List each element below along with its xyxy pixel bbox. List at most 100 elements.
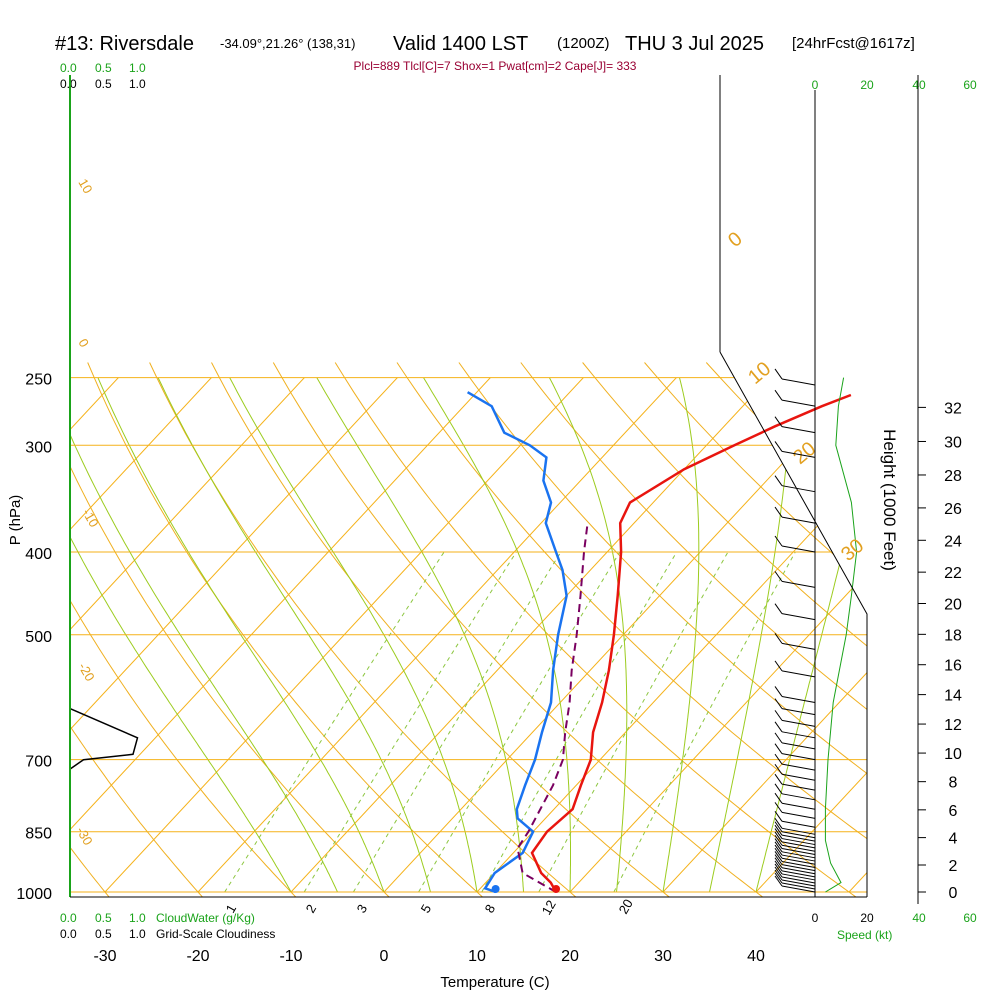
moist-adiabat-line xyxy=(70,377,292,893)
wind-barb-staff xyxy=(781,753,816,761)
wind-barb-flag xyxy=(774,792,783,804)
wind-barb-flag xyxy=(774,863,783,875)
dry-adiabat-line xyxy=(334,362,867,897)
mixing-ratio-line xyxy=(613,551,796,893)
mixing-ratio-label: 12 xyxy=(539,897,559,917)
cloudiness-scale-top-1: 0.5 xyxy=(95,77,112,91)
wind-barb-staff xyxy=(781,485,816,493)
temperature-tick-label: -10 xyxy=(279,948,302,965)
wind-barb-flag xyxy=(774,698,783,709)
temperature-tick-label: 30 xyxy=(654,948,672,965)
height-tick-label: 8 xyxy=(949,775,958,792)
pressure-tick-label: 700 xyxy=(25,754,52,771)
mixing-ratio-line xyxy=(224,551,445,893)
speed-scale-bottom-1: 20 xyxy=(860,911,874,925)
wind-barb-flag xyxy=(774,535,783,547)
wind-barbs xyxy=(774,368,816,893)
speed-label: Speed (kt) xyxy=(837,928,892,942)
dry-adiabat-line xyxy=(520,362,867,897)
height-axis-label: Height (1000 Feet) xyxy=(880,429,899,571)
cloudwater-scale-top-2: 1.0 xyxy=(129,61,146,75)
mixing-ratio-line xyxy=(303,551,517,893)
wind-barb-flag xyxy=(774,732,783,744)
wind-barb-staff xyxy=(781,783,816,791)
height-tick-label: 22 xyxy=(944,565,962,582)
wind-barb-staff xyxy=(781,860,816,868)
isotherm-line xyxy=(70,377,305,893)
wind-barb-staff xyxy=(781,773,816,781)
station-coords: -34.09°,21.26° (138,31) xyxy=(220,36,355,51)
wind-barb-flag xyxy=(774,838,783,849)
wind-barb-flag xyxy=(774,416,783,427)
speed-scale-top-3: 60 xyxy=(963,78,977,92)
wind-barb-flag xyxy=(774,869,783,881)
temperature-tick-label: -30 xyxy=(93,948,116,965)
cloudiness-label: Grid-Scale Cloudiness xyxy=(156,927,275,941)
mixing-ratio-label: 2 xyxy=(303,902,320,916)
wind-barb-flag xyxy=(774,603,783,614)
wind-barb-staff xyxy=(781,857,816,865)
wind-barb-flag xyxy=(774,506,783,518)
pressure-tick-label: 250 xyxy=(25,372,52,389)
moist-adiabat-label: 30 xyxy=(837,535,868,566)
height-tick-label: 20 xyxy=(944,596,962,613)
dry-adiabat-label: 10 xyxy=(75,176,95,196)
surface-temperature-dot xyxy=(552,885,561,893)
wind-barb-flag xyxy=(774,818,783,829)
isotherm-line xyxy=(70,377,212,893)
wind-barb-flag xyxy=(774,475,783,486)
dry-adiabat-line xyxy=(70,362,404,897)
cloudwater-label: CloudWater (g/Kg) xyxy=(156,911,255,925)
height-tick-label: 2 xyxy=(949,858,958,875)
wind-barb-flag xyxy=(774,866,783,878)
wind-barb-staff xyxy=(781,516,816,524)
dry-adiabat-line xyxy=(211,362,687,897)
wind-barb-staff xyxy=(781,613,816,621)
wind-barb-flag xyxy=(774,783,783,795)
wind-barb-flag xyxy=(774,872,783,884)
cloudiness-scale-bottom-1: 0.5 xyxy=(95,927,112,941)
cloudiness-scale-bottom-2: 1.0 xyxy=(129,927,146,941)
wind-barb-staff xyxy=(781,882,816,890)
dry-adiabat-line xyxy=(458,362,867,897)
wind-barb-flag xyxy=(774,811,783,822)
dry-adiabat-line xyxy=(272,362,781,897)
wind-barb-staff xyxy=(781,545,816,553)
wind-barb-staff xyxy=(781,870,816,878)
wind-barb-flag xyxy=(774,831,783,843)
wind-barb-flag xyxy=(774,821,783,833)
height-tick-label: 28 xyxy=(944,468,962,485)
wind-barb-staff xyxy=(781,831,816,839)
isotherm-line xyxy=(0,378,25,892)
pressure-tick-label: 300 xyxy=(25,439,52,456)
wind-barb-flag xyxy=(774,763,783,775)
skew-right-frame xyxy=(719,351,868,897)
wind-barb-staff xyxy=(781,841,816,849)
wind-barb-staff xyxy=(781,879,816,887)
temperature-tick-label: 20 xyxy=(561,948,579,965)
height-tick-label: 24 xyxy=(944,533,962,550)
temperature-tick-label: 0 xyxy=(380,948,389,965)
moist-adiabat-label: 0 xyxy=(724,228,747,252)
wind-barb-staff xyxy=(781,873,816,881)
wind-barb-flag xyxy=(774,710,783,721)
speed-scale-top-2: 40 xyxy=(912,78,926,92)
wind-barb-staff xyxy=(781,811,816,819)
wind-barb-staff xyxy=(781,876,816,884)
isotherm-line xyxy=(755,377,867,893)
moist-adiabat-line xyxy=(662,377,700,893)
mixing-ratio-label: 8 xyxy=(482,902,499,916)
wind-barb-flag xyxy=(774,828,783,839)
dry-adiabat-line xyxy=(87,362,498,897)
temperature-tick-label: 40 xyxy=(747,948,765,965)
wind-speed-line xyxy=(824,377,858,893)
height-tick-label: 6 xyxy=(949,803,958,820)
temperature-line xyxy=(530,393,852,893)
wind-barb-staff xyxy=(781,450,816,458)
height-tick-label: 30 xyxy=(944,434,962,451)
wind-barb-staff xyxy=(781,867,816,875)
isotherm-line xyxy=(662,377,867,893)
wind-barb-staff xyxy=(781,820,816,828)
wind-barb-staff xyxy=(781,731,816,739)
